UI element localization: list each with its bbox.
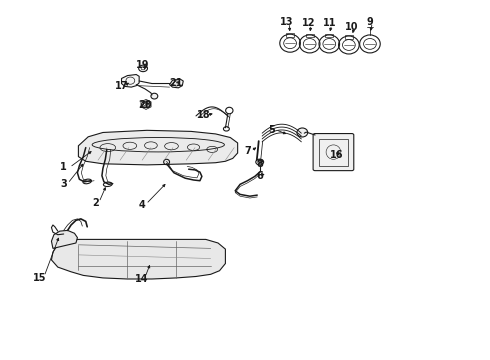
Polygon shape xyxy=(78,130,238,165)
Text: 17: 17 xyxy=(115,81,128,91)
Bar xyxy=(319,139,348,166)
Text: 19: 19 xyxy=(136,60,150,70)
Polygon shape xyxy=(51,230,77,248)
Ellipse shape xyxy=(297,128,308,137)
Text: 1: 1 xyxy=(60,162,67,172)
Ellipse shape xyxy=(151,93,158,99)
Text: 6: 6 xyxy=(256,171,263,181)
Text: 9: 9 xyxy=(367,17,373,27)
Text: 3: 3 xyxy=(60,179,67,189)
Polygon shape xyxy=(122,75,139,87)
Text: 2: 2 xyxy=(92,198,99,208)
Text: 18: 18 xyxy=(196,110,210,120)
Polygon shape xyxy=(51,239,225,279)
Text: 5: 5 xyxy=(269,125,275,135)
FancyBboxPatch shape xyxy=(313,134,354,171)
Text: 11: 11 xyxy=(322,18,336,28)
Text: 20: 20 xyxy=(138,100,151,110)
Text: 16: 16 xyxy=(330,150,344,160)
Text: 14: 14 xyxy=(135,274,149,284)
Bar xyxy=(306,34,314,37)
Text: 4: 4 xyxy=(139,200,146,210)
Bar xyxy=(286,33,294,37)
Text: 21: 21 xyxy=(170,78,183,88)
Text: 7: 7 xyxy=(244,146,251,156)
Text: 8: 8 xyxy=(256,159,263,169)
Bar xyxy=(345,35,353,39)
Text: 12: 12 xyxy=(302,18,316,28)
Text: 13: 13 xyxy=(280,17,294,27)
Text: 15: 15 xyxy=(33,273,47,283)
Bar xyxy=(325,34,333,37)
Polygon shape xyxy=(170,79,183,88)
Text: 10: 10 xyxy=(345,22,359,32)
